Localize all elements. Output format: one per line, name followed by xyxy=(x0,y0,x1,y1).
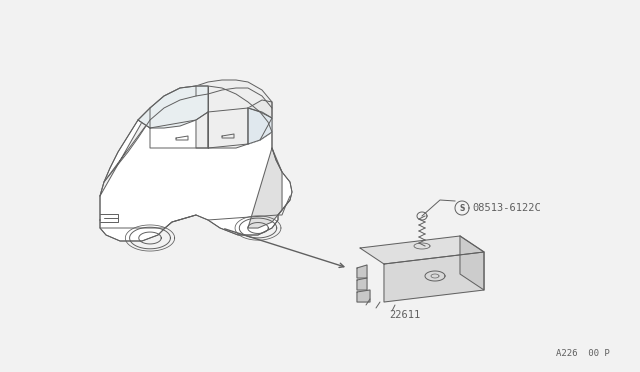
Text: A226  00 P: A226 00 P xyxy=(556,349,610,358)
Polygon shape xyxy=(357,290,370,302)
Polygon shape xyxy=(248,108,272,144)
Text: 22611: 22611 xyxy=(389,310,420,320)
Polygon shape xyxy=(100,86,292,241)
Polygon shape xyxy=(357,265,367,278)
Polygon shape xyxy=(360,236,484,264)
Polygon shape xyxy=(138,86,208,128)
Polygon shape xyxy=(248,148,282,228)
Text: S: S xyxy=(460,203,465,212)
Polygon shape xyxy=(100,86,196,196)
Polygon shape xyxy=(196,80,272,148)
Polygon shape xyxy=(248,100,272,144)
Polygon shape xyxy=(384,252,484,302)
Polygon shape xyxy=(357,278,367,290)
Polygon shape xyxy=(460,236,484,290)
Text: 08513-6122C: 08513-6122C xyxy=(472,203,541,213)
